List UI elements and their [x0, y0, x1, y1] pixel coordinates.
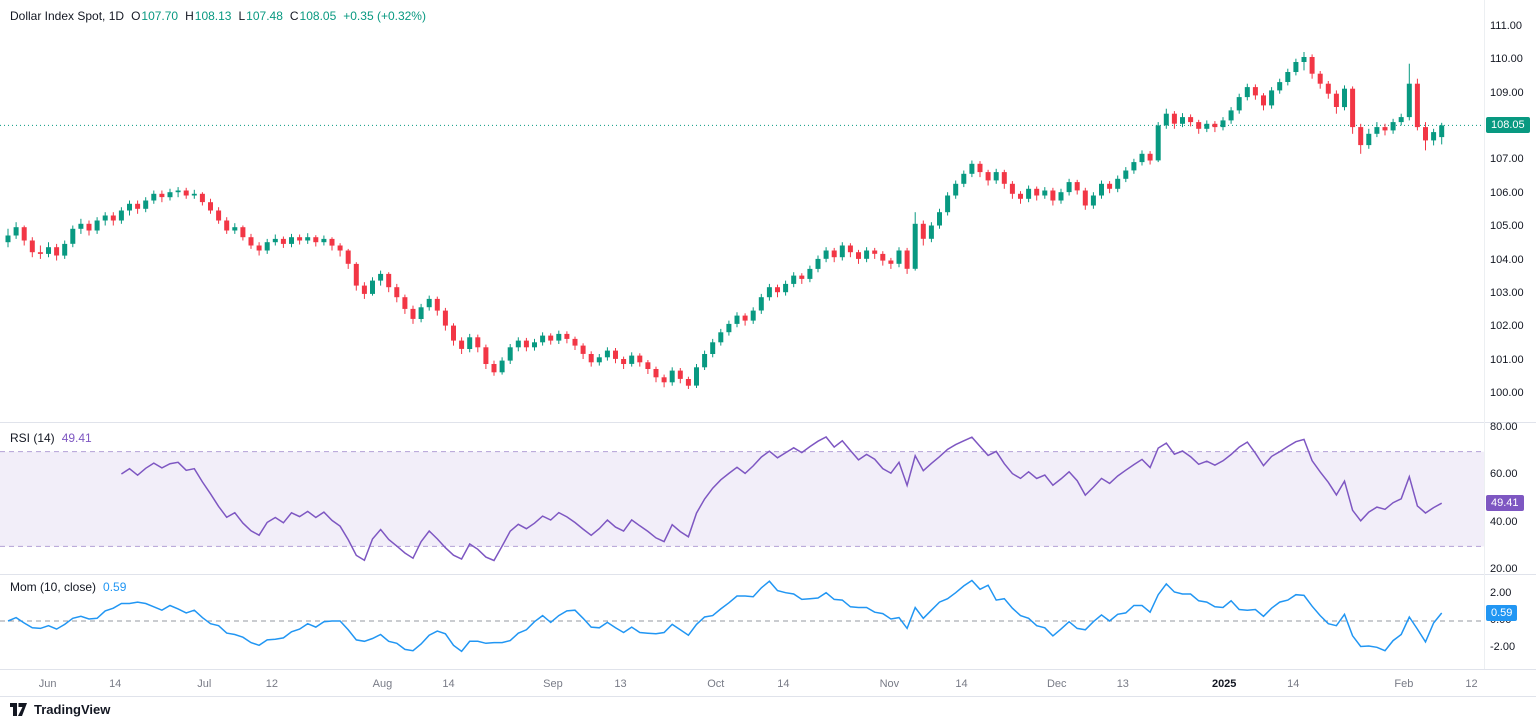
momentum-pane[interactable]: [0, 575, 1484, 668]
high-readout: H 108.13: [185, 9, 231, 23]
time-axis-label: Nov: [879, 678, 900, 690]
tradingview-logo-icon[interactable]: [10, 703, 28, 716]
rsi-label: RSI (14): [10, 431, 55, 445]
high-label: H: [185, 9, 194, 23]
price-axis-label: 106.00: [1490, 186, 1524, 199]
mom-legend[interactable]: Mom (10, close) 0.59: [10, 580, 126, 594]
rsi-line[interactable]: [120, 436, 1443, 562]
mom-axis-label: 2.00: [1490, 587, 1512, 599]
high-value: 108.13: [194, 9, 232, 23]
time-axis-label: Feb: [1394, 678, 1414, 690]
close-value: 108.05: [299, 9, 337, 23]
price-axis-label: 110.00: [1490, 53, 1523, 66]
time-axis-label: 14: [955, 678, 968, 690]
low-label: L: [238, 9, 246, 23]
symbol-title[interactable]: Dollar Index Spot, 1D: [10, 9, 125, 23]
price-axis-label: 111.00: [1490, 20, 1523, 32]
time-axis-label: 14: [777, 678, 790, 690]
price-axis-label: 100.00: [1490, 387, 1524, 399]
momentum-line[interactable]: [7, 579, 1443, 653]
rsi-axis-label: 80.00: [1490, 421, 1518, 433]
rsi-band: [0, 451, 1484, 547]
time-axis-label: Oct: [707, 678, 725, 690]
price-axis-label: 103.00: [1490, 286, 1524, 299]
open-readout: O 107.70: [131, 9, 178, 23]
time-axis-label: Aug: [372, 678, 393, 690]
footer-bar: TradingView: [0, 696, 1536, 722]
time-axis-label: Dec: [1046, 678, 1067, 690]
time-axis-label: Jun: [38, 678, 57, 690]
time-axis-label: 14: [1287, 678, 1300, 690]
open-label: O: [131, 9, 141, 23]
mom-label: Mom (10, close): [10, 580, 97, 594]
price-badge: 108.05: [1486, 117, 1530, 134]
price-axis-label: 109.00: [1490, 86, 1524, 99]
rsi-axis-label: 20.00: [1490, 563, 1518, 575]
price-axis-label: 105.00: [1490, 220, 1524, 233]
close-readout: C 108.05: [290, 9, 336, 23]
change-value: +0.35 (+0.32%): [343, 9, 426, 23]
main-price-pane[interactable]: [0, 0, 1484, 422]
price-axis-label: 102.00: [1490, 320, 1524, 333]
low-readout: L 107.48: [238, 9, 282, 23]
mom-badge: 0.59: [1486, 605, 1518, 622]
rsi-axis-label: 40.00: [1490, 515, 1518, 528]
mom-axis-label: -2.00: [1490, 641, 1516, 653]
rsi-legend[interactable]: RSI (14) 49.41: [10, 431, 92, 445]
time-axis-label: 14: [109, 678, 122, 690]
time-axis-label: 13: [614, 678, 627, 690]
time-axis-label: 13: [1116, 678, 1129, 690]
low-value: 107.48: [246, 9, 283, 23]
price-axis-label: 104.00: [1490, 253, 1524, 266]
rsi-axis-label: 60.00: [1490, 468, 1518, 481]
open-value: 107.70: [141, 9, 179, 23]
mom-value: 0.59: [103, 580, 127, 594]
tradingview-brand[interactable]: TradingView: [34, 702, 111, 717]
time-axis-label: Jul: [197, 678, 212, 690]
price-axis-label: 107.00: [1490, 153, 1524, 166]
time-axis-label: 14: [442, 678, 455, 690]
rsi-value: 49.41: [61, 431, 92, 445]
time-axis-label: 12: [265, 678, 278, 690]
time-axis[interactable]: [0, 670, 1536, 696]
price-axis-label: 101.00: [1490, 353, 1524, 366]
time-axis-label: Sep: [543, 678, 563, 690]
rsi-badge: 49.41: [1486, 495, 1524, 512]
rsi-pane[interactable]: [0, 423, 1484, 574]
time-axis-label: 2025: [1211, 678, 1237, 690]
candlestick-series[interactable]: [5, 52, 1445, 389]
time-axis-label: 12: [1465, 678, 1478, 690]
close-label: C: [289, 9, 299, 23]
